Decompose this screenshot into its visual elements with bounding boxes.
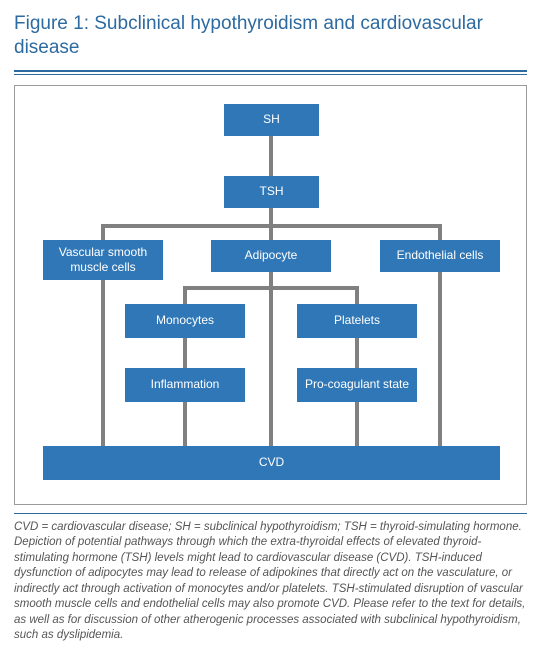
node-inflammation: Inflammation	[125, 368, 245, 402]
edge-branch2-platelets	[271, 288, 357, 304]
edge-branch-vsmc	[103, 226, 271, 240]
node-procoag: Pro-coagulant state	[297, 368, 417, 402]
rule-thin-lower	[14, 513, 527, 514]
figure-caption: CVD = cardiovascular disease; SH = subcl…	[14, 520, 527, 644]
flowchart-diagram: SH TSH Vascular smooth muscle cells Adipocy…	[14, 85, 527, 505]
node-sh: SH	[224, 104, 319, 136]
edges-layer	[15, 86, 526, 504]
node-platelets: Platelets	[297, 304, 417, 338]
node-tsh: TSH	[224, 176, 319, 208]
edge-branch-endothelial	[271, 226, 440, 240]
node-monocytes: Monocytes	[125, 304, 245, 338]
figure-title: Figure 1: Subclinical hypothyroidism and…	[14, 12, 527, 60]
node-cvd: CVD	[43, 446, 500, 480]
rule-thin	[14, 74, 527, 75]
edge-branch2-monocytes	[185, 288, 271, 304]
rule-bold	[14, 70, 527, 72]
node-vsmc: Vascular smooth muscle cells	[43, 240, 163, 280]
node-adipocyte: Adipocyte	[211, 240, 331, 272]
node-endothelial: Endothelial cells	[380, 240, 500, 272]
